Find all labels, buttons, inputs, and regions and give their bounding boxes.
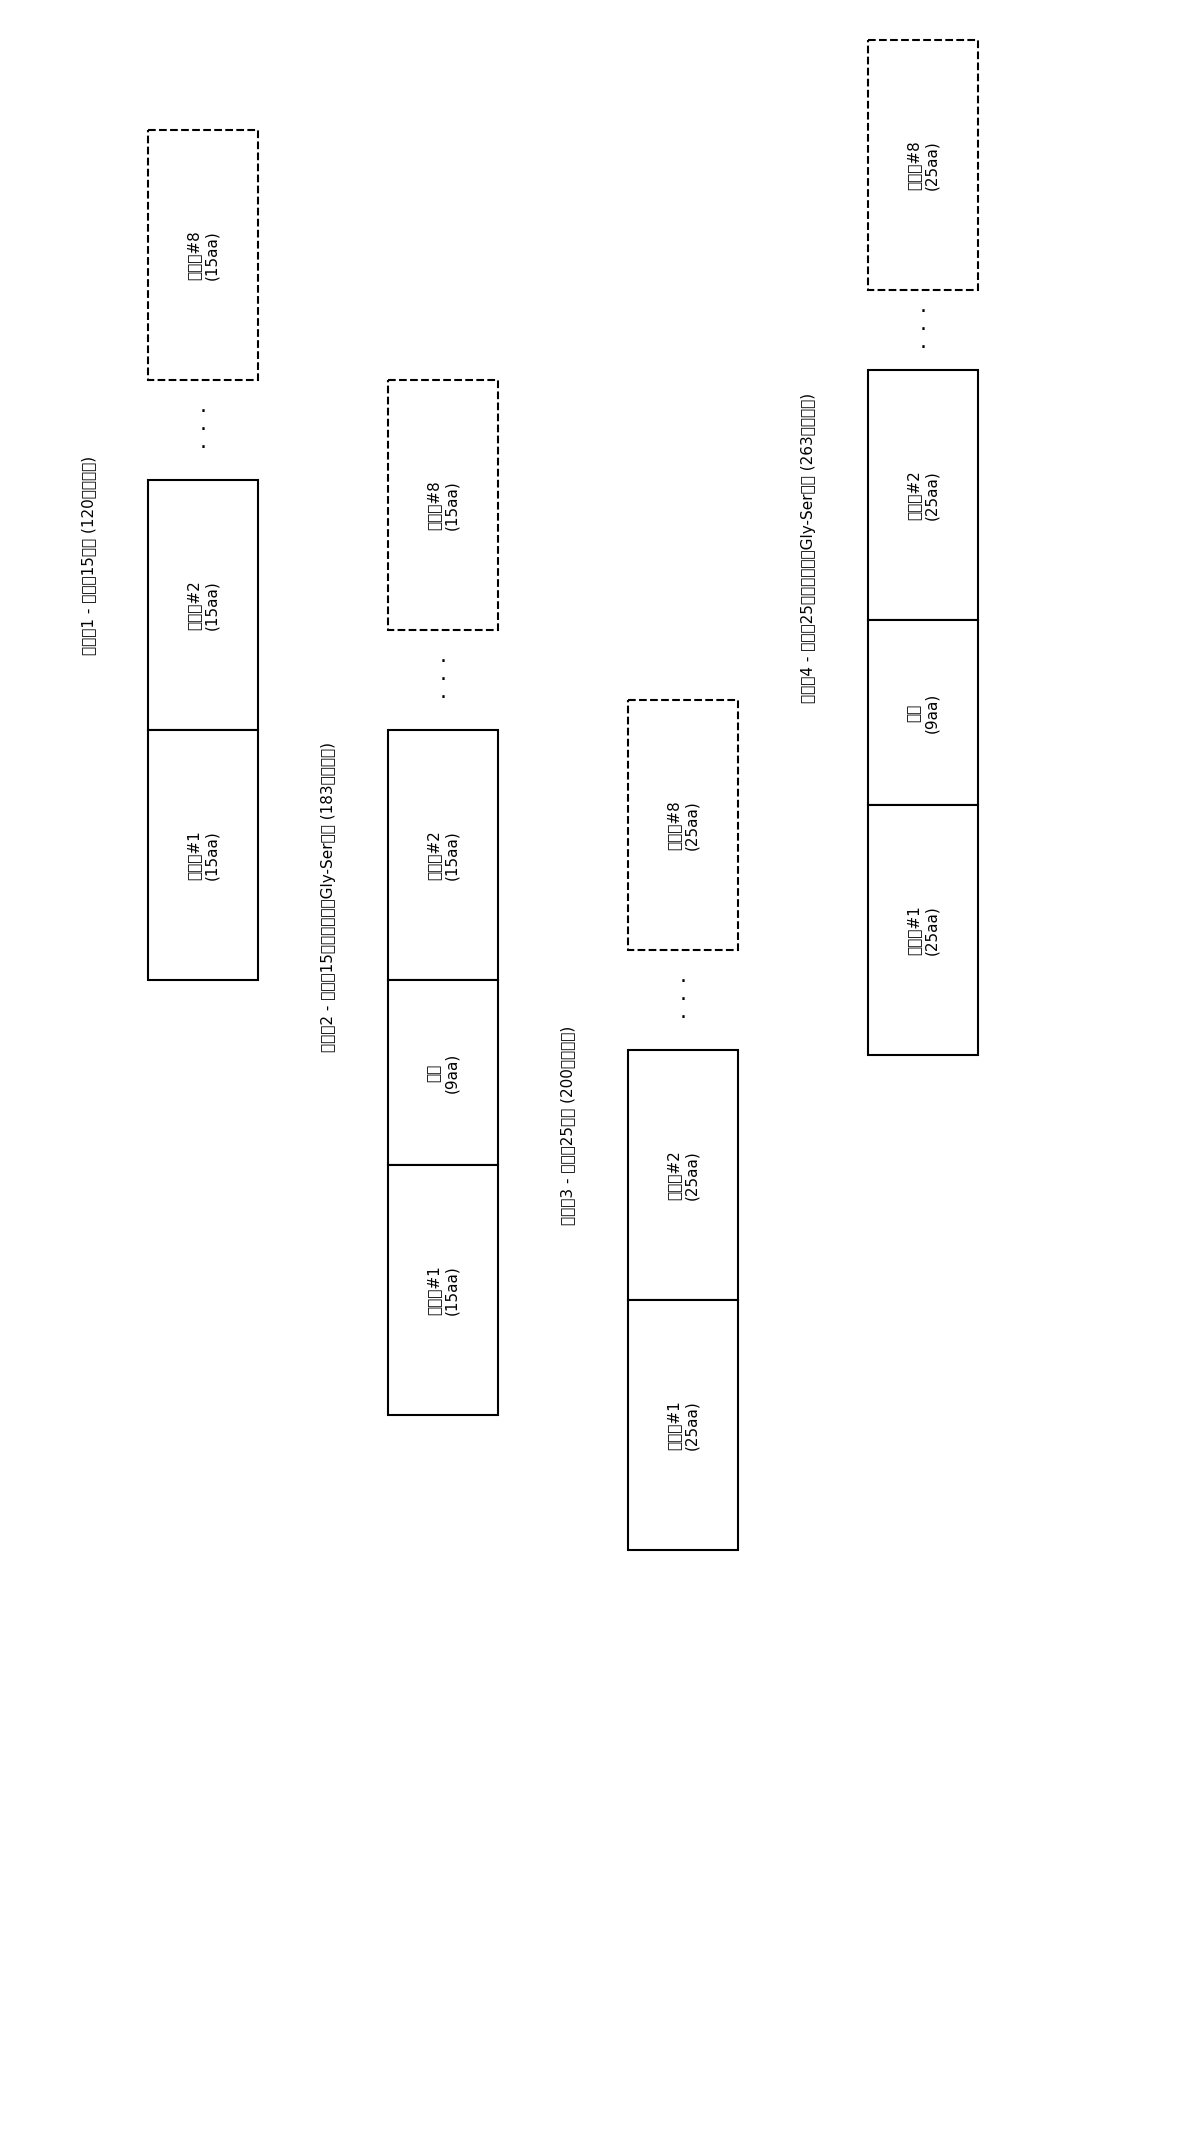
Bar [868, 805, 978, 1056]
Text: 小基因#1
(25aa): 小基因#1 (25aa) [667, 1401, 699, 1450]
Text: ·
·
·: · · · [920, 302, 927, 358]
Text: 构建体4 - 串联的25聚体，具有长Gly-Ser接头 (263个氨基酸): 构建体4 - 串联的25聚体，具有长Gly-Ser接头 (263个氨基酸) [800, 392, 815, 703]
Text: ·
·
·: · · · [199, 402, 207, 458]
Bar [388, 730, 499, 979]
Bar [388, 979, 499, 1165]
Bar [628, 700, 738, 950]
Bar [148, 730, 258, 979]
Bar [868, 40, 978, 290]
Text: 小基因#8
(25aa): 小基因#8 (25aa) [667, 801, 699, 849]
Text: 构建体1 - 串联的15聚体 (120个氨基酸): 构建体1 - 串联的15聚体 (120个氨基酸) [82, 456, 96, 654]
Text: ·
·
·: · · · [679, 971, 686, 1028]
Text: ·
·
·: · · · [439, 651, 446, 709]
Text: 构建体2 - 串联的15聚体，具有长Gly-Ser接头 (183个氨基酸): 构建体2 - 串联的15聚体，具有长Gly-Ser接头 (183个氨基酸) [320, 743, 336, 1052]
Bar [148, 130, 258, 379]
Text: 小基因#2
(25aa): 小基因#2 (25aa) [667, 1150, 699, 1201]
Text: 小基因#2
(15aa): 小基因#2 (15aa) [186, 579, 220, 630]
Text: 接头
(9aa): 接头 (9aa) [907, 692, 939, 732]
Text: 小基因#8
(25aa): 小基因#8 (25aa) [907, 141, 939, 189]
Text: 小基因#2
(25aa): 小基因#2 (25aa) [907, 471, 939, 519]
Bar [628, 1301, 738, 1550]
Bar [868, 370, 978, 620]
Text: 小基因#8
(15aa): 小基因#8 (15aa) [427, 481, 459, 530]
Text: 小基因#1
(25aa): 小基因#1 (25aa) [907, 905, 939, 956]
Bar [868, 620, 978, 805]
Bar [148, 479, 258, 730]
Text: 小基因#2
(15aa): 小基因#2 (15aa) [427, 830, 459, 879]
Bar [388, 1165, 499, 1416]
Text: 接头
(9aa): 接头 (9aa) [427, 1052, 459, 1092]
Text: 构建体3 - 串联的25聚体 (200个氨基酸): 构建体3 - 串联的25聚体 (200个氨基酸) [560, 1026, 576, 1224]
Bar [388, 379, 499, 630]
Text: 小基因#8
(15aa): 小基因#8 (15aa) [186, 230, 220, 279]
Text: 小基因#1
(15aa): 小基因#1 (15aa) [186, 830, 220, 879]
Bar [628, 1050, 738, 1301]
Text: 小基因#1
(15aa): 小基因#1 (15aa) [427, 1265, 459, 1316]
